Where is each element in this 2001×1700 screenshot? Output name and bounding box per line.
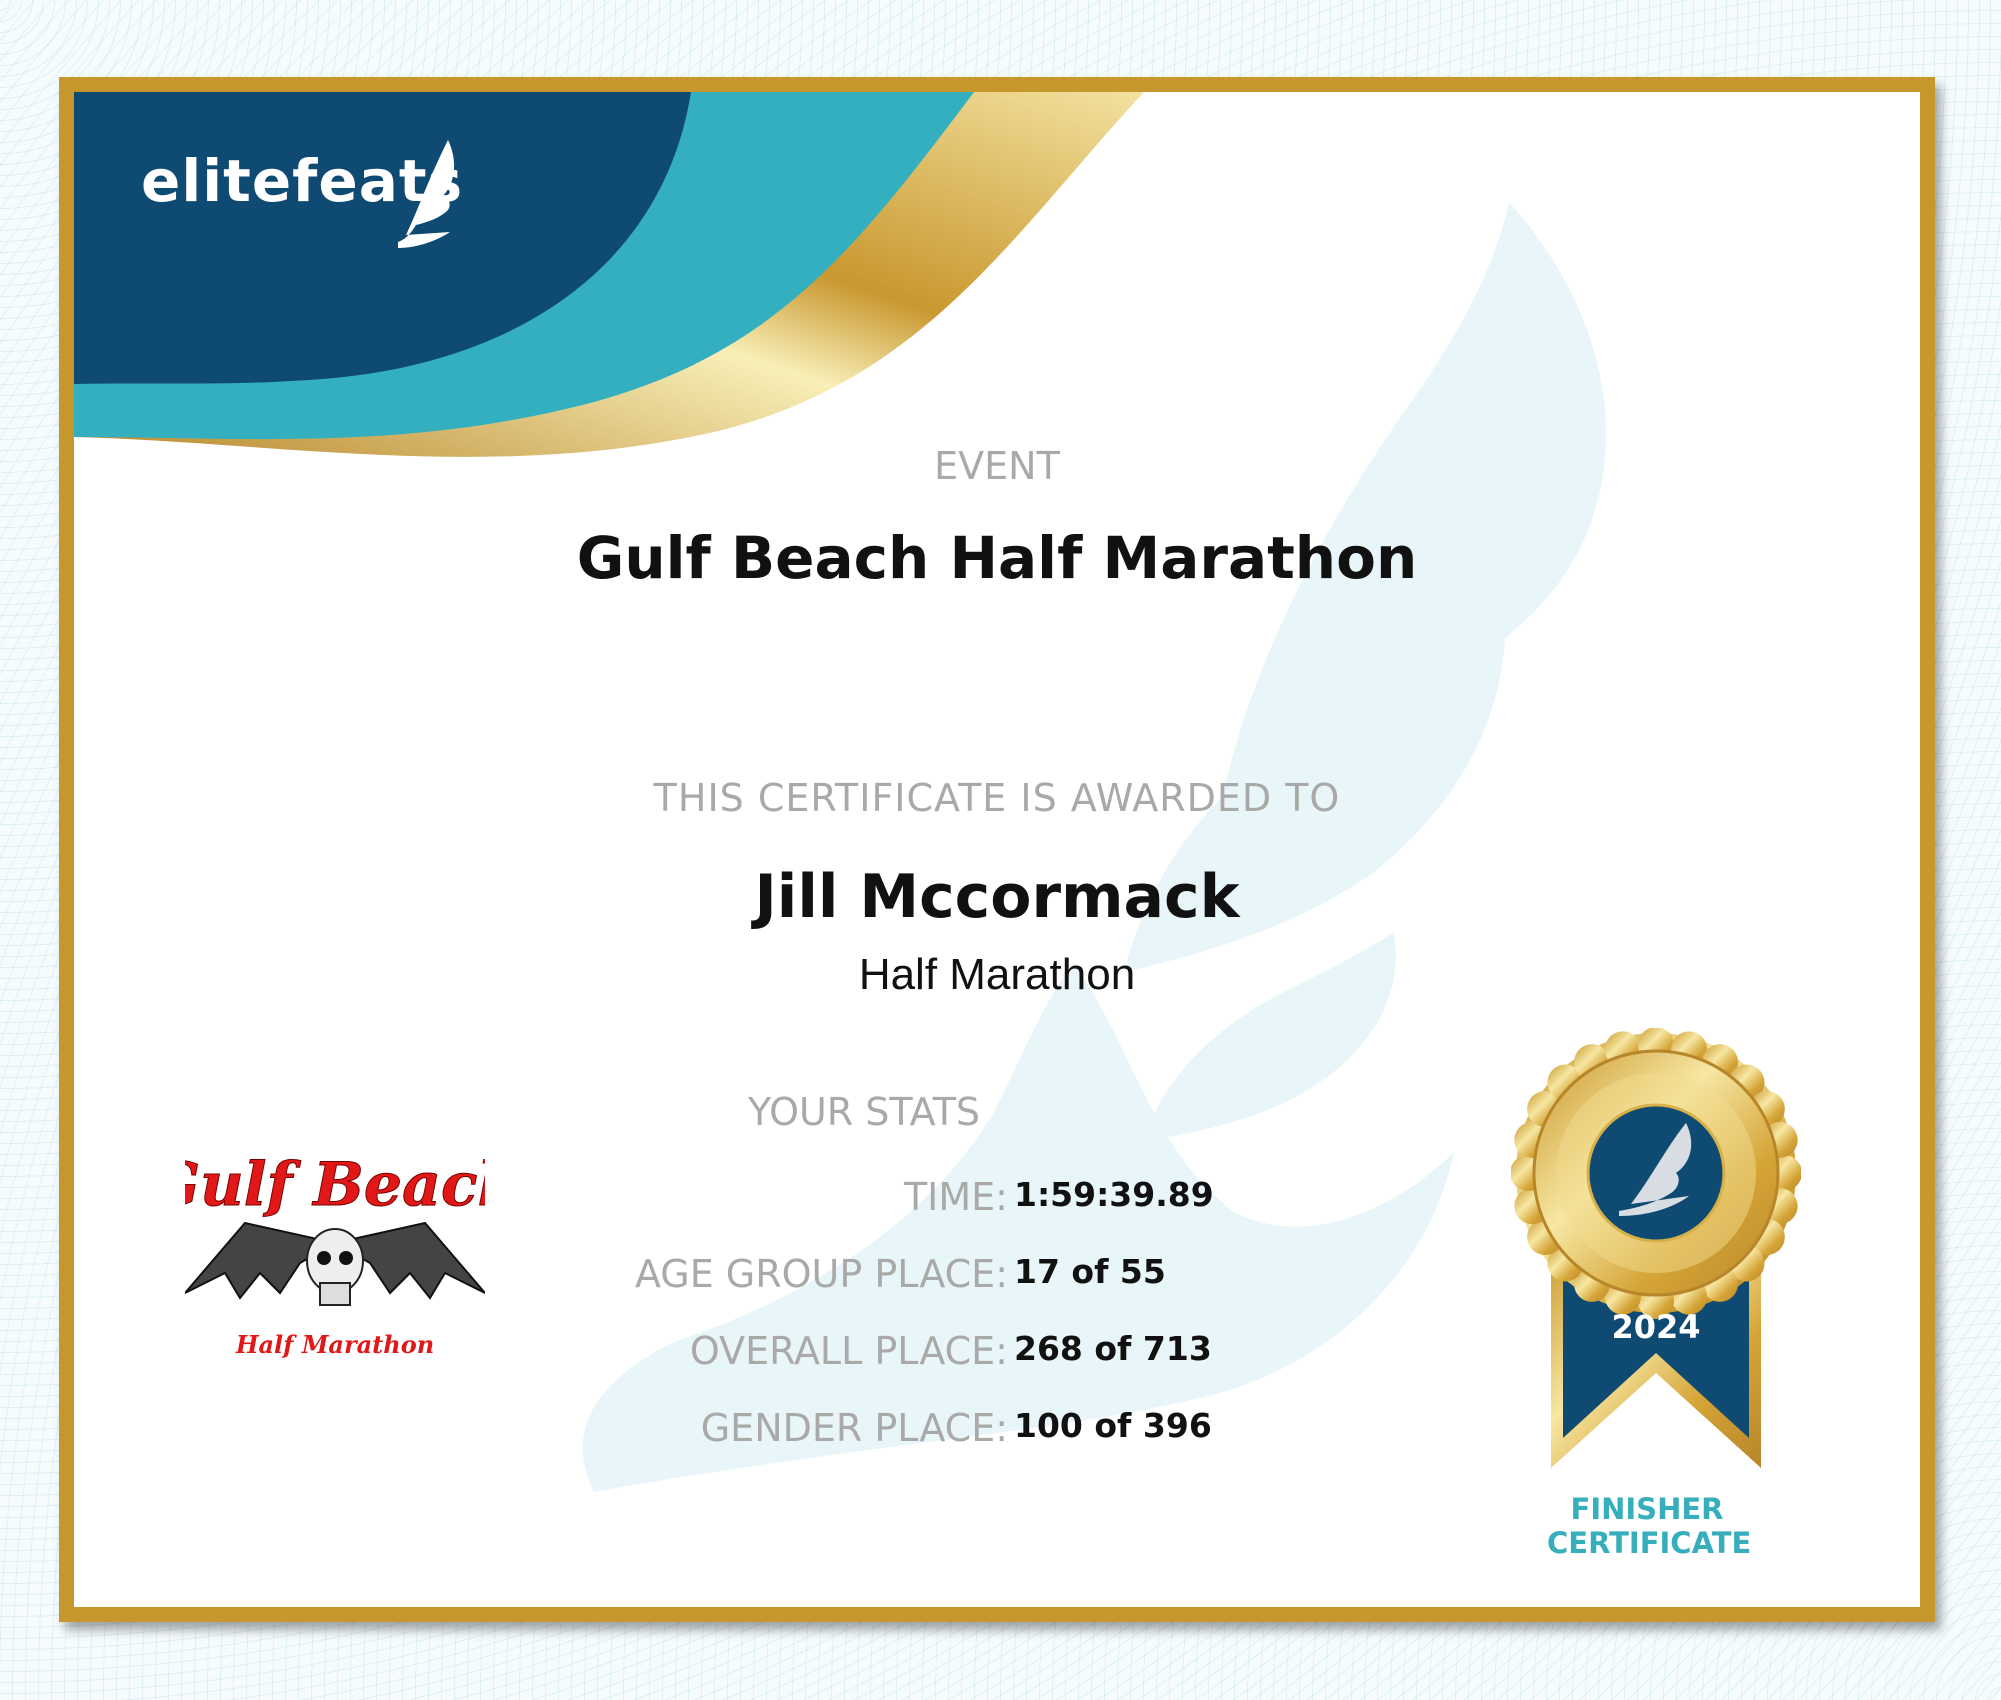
stat-value: 1:59:39.89: [1014, 1175, 1214, 1214]
stat-time: TIME: 1:59:39.89: [74, 1175, 1214, 1219]
brand-logo: elitefeats: [141, 147, 464, 215]
race-distance: Half Marathon: [858, 950, 1136, 999]
stat-value: 17 of 55: [1014, 1252, 1166, 1291]
stat-label: OVERALL PLACE:: [689, 1329, 1008, 1373]
stat-value: 100 of 396: [1014, 1406, 1212, 1445]
stats-title: YOUR STATS: [747, 1090, 981, 1134]
winged-foot-icon: [1619, 1123, 1692, 1216]
winged-foot-logo-icon: [398, 140, 455, 248]
finisher-medal: 2024: [1511, 1028, 1801, 1468]
recipient-name: Jill Mccormack: [754, 862, 1240, 932]
stat-value: 268 of 713: [1014, 1329, 1212, 1368]
race-logo-title: Gulf Beach: [185, 1150, 485, 1220]
stat-label: AGE GROUP PLACE:: [634, 1252, 1008, 1296]
gulf-beach-race-logo: Gulf Beach Half Marathon: [185, 1150, 485, 1359]
stat-label: GENDER PLACE:: [700, 1406, 1008, 1450]
race-logo-subtitle: Half Marathon: [235, 1330, 434, 1359]
stat-label: TIME:: [903, 1175, 1008, 1219]
event-title: Gulf Beach Half Marathon: [576, 524, 1418, 592]
header-swoosh: [74, 92, 1144, 457]
finisher-caption-line1: FINISHER: [1570, 1492, 1724, 1526]
finisher-caption: FINISHER CERTIFICATE: [1547, 1492, 1752, 1560]
stat-gender-place: GENDER PLACE: 100 of 396: [74, 1406, 1212, 1450]
winged-foot-watermark-icon: [582, 202, 1607, 1492]
stat-overall-place: OVERALL PLACE: 268 of 713: [74, 1329, 1212, 1373]
finisher-caption-line2: CERTIFICATE: [1547, 1526, 1752, 1560]
stat-age-group-place: AGE GROUP PLACE: 17 of 55: [74, 1252, 1166, 1296]
medal-year: 2024: [1611, 1308, 1700, 1346]
awarded-label: THIS CERTIFICATE IS AWARDED TO: [653, 776, 1341, 820]
certificate: elitefeats EVENT Gulf Beach Half Maratho…: [59, 77, 1935, 1622]
event-label: EVENT: [934, 444, 1060, 488]
